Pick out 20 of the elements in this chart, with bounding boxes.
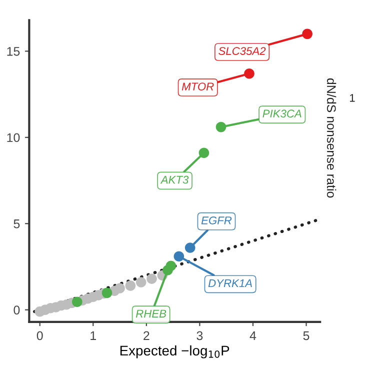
annotation: DYRK1A [208, 279, 252, 288]
annotation: SLC35A2 [218, 47, 266, 55]
y-tick-label: 5 [14, 220, 20, 228]
x-tick-label: 0 [36, 331, 43, 340]
x-tick-label: 3 [196, 331, 203, 340]
x-tick-label: 5 [303, 331, 310, 340]
annotation: PIK3CA [262, 110, 302, 118]
text: 1 [350, 94, 355, 102]
x-tick-label: 2 [144, 331, 150, 340]
annotation: MTOR [182, 82, 214, 90]
annotation: EGFR [201, 216, 232, 224]
text: dN/dS nonsense ratio [326, 78, 336, 198]
x-tick-label: 1 [90, 331, 96, 340]
x-tick-label: 4 [250, 331, 256, 340]
y-tick-label: 0 [14, 306, 20, 314]
annotation: AKT3 [160, 176, 189, 184]
annotation: RHEB [136, 310, 166, 318]
y-tick-label: 15 [7, 47, 20, 56]
x-axis-title: Expected −log$_{10}$P [120, 345, 230, 358]
y-tick-label: 10 [7, 133, 20, 142]
